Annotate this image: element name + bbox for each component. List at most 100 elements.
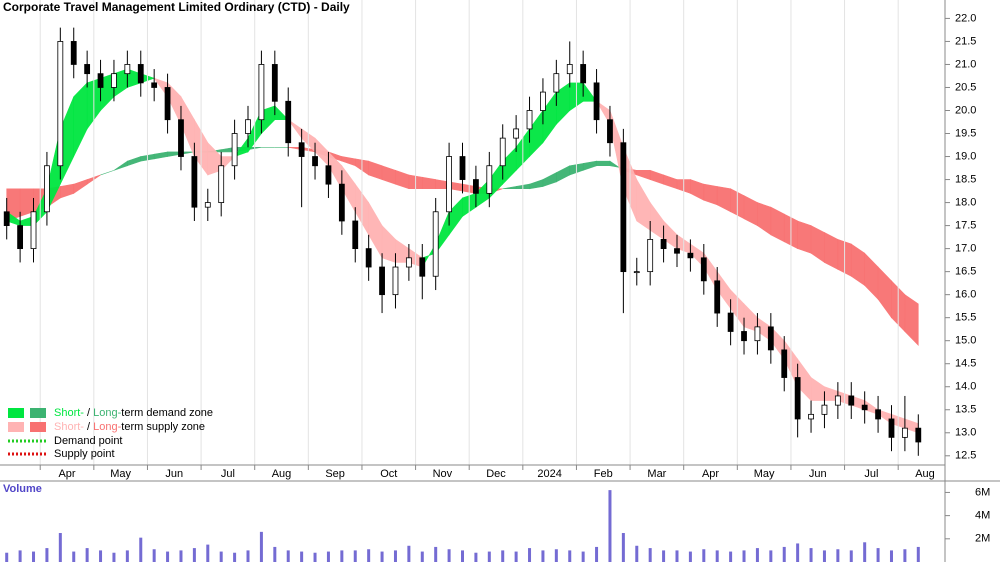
candle-body [473,179,479,194]
volume-bar [836,549,840,562]
legend-swatch [30,408,46,418]
candle-body [312,156,318,167]
y-tick-label: 19.0 [955,150,976,162]
volume-bar [903,549,907,562]
volume-bar [769,550,773,562]
volume-bar [273,546,277,562]
volume-bar [675,550,679,562]
volume-bar [688,551,692,562]
legend-label-part: term demand zone [121,407,213,419]
candle-body [70,41,77,65]
candle-body [553,73,560,93]
candle-body [767,326,774,351]
y-tick-label: 16.0 [955,289,976,301]
volume-bar [206,544,210,562]
volume-bar [326,551,330,562]
y-tick-label: 21.5 [955,35,976,47]
volume-bar [608,490,612,562]
volume-bar [742,550,746,562]
volume-bar [782,546,786,562]
y-tick-label: 18.5 [955,173,976,185]
long-term-zone-segment [797,220,812,254]
candle-body [513,128,520,139]
volume-bar [166,551,170,562]
legend-swatch [30,422,46,432]
candle-body [44,165,50,213]
volume-bar [528,548,532,562]
candle-body [901,427,908,438]
volume-bar [796,543,800,562]
x-tick-label: Jul [221,468,235,480]
candle-body [3,211,10,226]
candle-body [620,142,627,273]
candle-body [647,239,654,273]
y-tick-label: 16.5 [955,266,976,278]
y-tick-label: 17.5 [955,220,976,232]
volume-bar [393,550,397,562]
candle-body [191,156,198,208]
volume-bar [99,550,103,562]
x-tick-label: Apr [58,468,75,480]
long-term-zone-segment [421,176,436,190]
volume-bar [18,550,22,562]
x-tick-label: 2024 [537,468,561,480]
volume-bar [420,551,424,562]
volume-bar [179,550,183,562]
candle-body [566,64,573,75]
legend-label-part: Short- [54,421,84,433]
volume-bar [58,533,62,562]
candle-body [727,312,734,332]
legend-label: Supply point [54,448,115,460]
candle-body [821,404,828,415]
long-term-zone-segment [904,294,919,347]
volume-bar [662,550,666,562]
volume-bar [863,542,867,562]
x-tick-label: Dec [486,468,506,480]
candle-body [888,418,895,438]
candle-body [338,183,345,222]
candle-body [111,73,117,88]
volume-bar [849,550,853,562]
y-tick-label: 21.0 [955,58,976,70]
x-tick-label: Jun [165,468,183,480]
legend-label: Short- / Long-term demand zone [54,407,213,419]
long-term-zone-segment [596,160,611,167]
volume-bar [300,551,304,562]
volume-bar [407,545,411,562]
candle-body [754,326,761,342]
y-tick-label: 20.0 [955,104,976,116]
candle-body [365,248,372,268]
volume-bar [434,546,438,562]
volume-bar [219,551,223,562]
candle-body [325,165,332,185]
candle-body [151,82,158,88]
volume-bar [501,550,505,562]
candle-body [392,266,399,296]
volume-bar [755,548,759,562]
y-tick-label: 12.5 [955,450,976,462]
volume-bar [139,537,143,562]
legend-label-part: term supply zone [121,421,205,433]
candle-body [446,156,452,213]
candle-body [379,266,385,296]
x-tick-label: May [754,468,775,480]
volume-bar [635,545,639,562]
candle-body [352,220,359,250]
candle-body [915,427,922,443]
candle-body [124,64,131,75]
volume-tick-label: 6M [975,486,990,498]
grid: Apr May Jun Jul Aug Sep Oct Nov Dec 2024 Feb Mar Apr… [39,0,935,480]
y-tick-label: 14.0 [955,381,976,393]
volume-bar [45,548,49,562]
volume-bar [246,550,250,562]
volume-label: Volume [3,483,42,495]
volume-bar [32,551,36,562]
y-tick-label: 18.0 [955,196,976,208]
x-tick-label: Jul [864,468,878,480]
x-tick-label: May [110,468,131,480]
candle-body [459,156,466,180]
candle-body [499,137,506,167]
candle-body [432,211,439,277]
candle-body [526,110,533,130]
